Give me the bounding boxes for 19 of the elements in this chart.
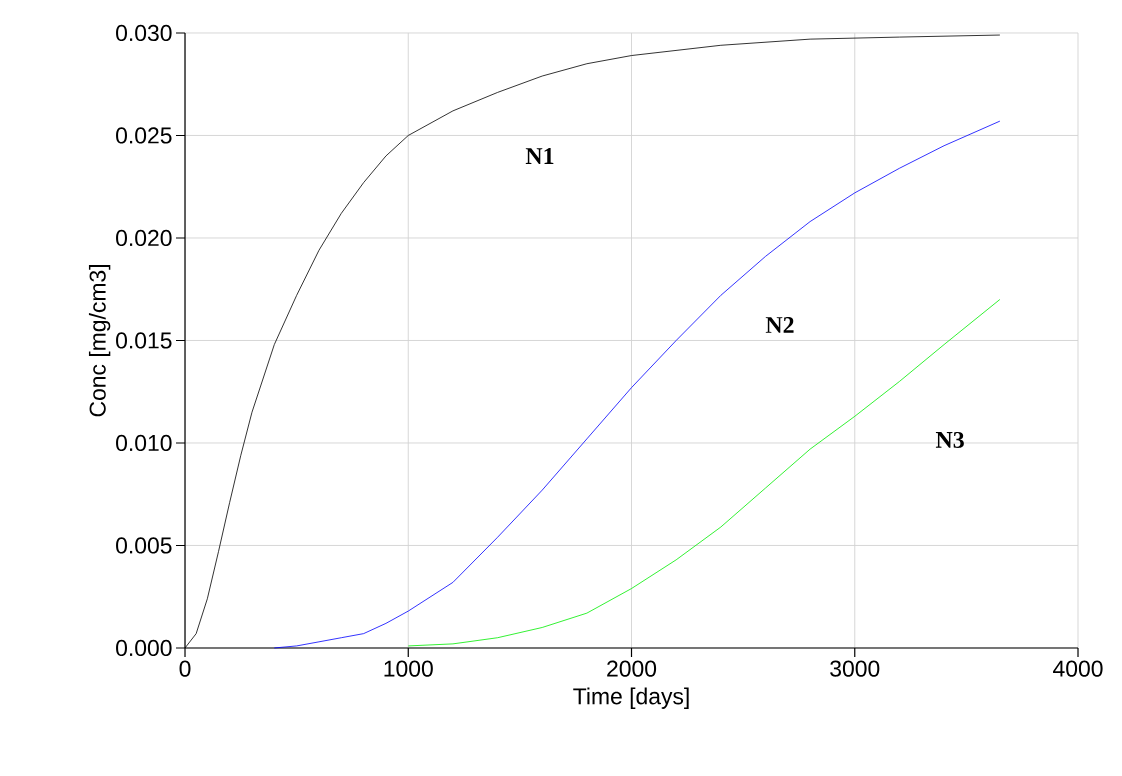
y-axis-title: Conc [mg/cm3] <box>88 265 111 417</box>
y-tick-label: 0.000 <box>116 639 172 657</box>
text: N1 <box>525 148 554 164</box>
y-tick-label: 0.015 <box>116 332 172 349</box>
x-tick-label: 4000 <box>1053 660 1103 677</box>
x-tick-label: 1000 <box>384 660 433 677</box>
line-series <box>273 120 1001 649</box>
text: N3 <box>935 431 964 448</box>
y-tick-label: 0.020 <box>116 229 172 247</box>
x-axis-title: Time [days] <box>573 687 689 709</box>
x-tick-label: 3000 <box>830 660 880 677</box>
x-tick-label: 0 <box>179 660 191 677</box>
y-tick-label: 0.005 <box>116 537 172 554</box>
line-series <box>407 299 1001 647</box>
series-label: N2 <box>765 316 794 333</box>
y-tick-label: 0.025 <box>116 127 172 144</box>
y-tick-label: 0.030 <box>116 24 172 42</box>
y-tick-label: 0.010 <box>116 434 172 452</box>
x-tick-label: 2000 <box>607 660 657 677</box>
